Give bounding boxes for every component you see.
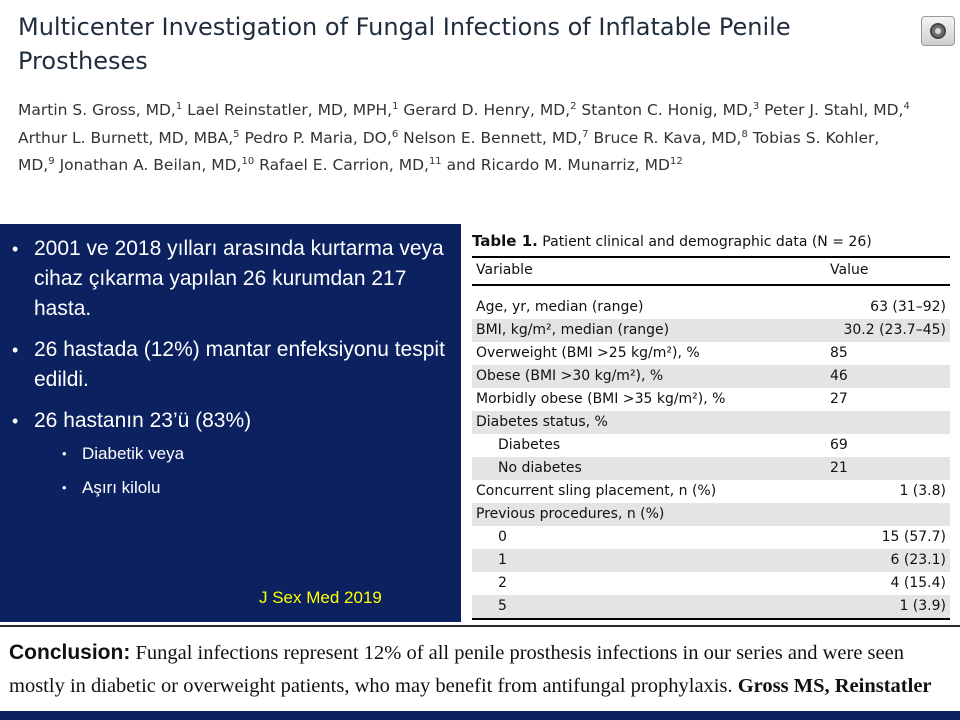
row-variable: Morbidly obese (BMI >35 kg/m²), % [476,391,726,407]
table-row: Age, yr, median (range) 63 (31–92) [472,296,950,319]
row-variable: Diabetes status, % [476,414,608,430]
author: Martin S. Gross, MD, [18,101,176,119]
row-variable: 2 [498,575,507,591]
summary-bullet: 26 hastada (12%) mantar enfeksiyonu tesp… [0,335,461,395]
row-variable: BMI, kg/m², median (range) [476,322,670,338]
author-affiliation: 8 [741,128,748,140]
author: Tobias S. Kohler, MD, [18,128,880,175]
table-row: BMI, kg/m², median (range) 30.2 (23.7–45) [472,319,950,342]
sub-bullet: Aşırı kilolu [34,476,461,500]
author: Jonathan A. Beilan, MD, [59,156,242,174]
table-row: Diabetes 69 [472,434,950,457]
bottom-bar [0,711,960,720]
row-value: 27 [830,391,848,407]
row-value: 46 [830,368,848,384]
author-affiliation: 11 [428,156,442,167]
bullet-text: 26 hastada (12%) mantar enfeksiyonu tesp… [34,338,445,391]
row-value: 85 [830,345,848,361]
sub-bullets: Diabetik veya Aşırı kilolu [34,442,461,500]
author: Lael Reinstatler, MD, MPH, [187,101,393,119]
table-row: 5 1 (3.9) [472,595,950,618]
table-body: Age, yr, median (range) 63 (31–92) BMI, kg… [472,296,950,618]
row-value: 1 (3.8) [899,483,946,499]
table-header-rule [472,284,950,286]
author-affiliation: 2 [570,101,577,112]
table-row: Overweight (BMI >25 kg/m²), % 85 [472,342,950,365]
author-affiliation: 4 [903,101,910,112]
author: Ricardo M. Munarriz, MD [480,156,670,174]
article-title: Multicenter Investigation of Fungal Infe… [18,13,791,75]
row-value: 6 (23.1) [890,552,946,568]
summary-panel: 2001 ve 2018 yılları arasında kurtarma v… [0,224,461,622]
summary-bullets: 2001 ve 2018 yılları arasında kurtarma v… [0,234,461,511]
row-variable: Obese (BMI >30 kg/m²), % [476,368,664,384]
author: and [446,156,476,174]
table-row: 1 6 (23.1) [472,549,950,572]
conclusion-text: Conclusion: Fungal infections represent … [9,636,959,703]
author: Peter J. Stahl, MD, [764,101,904,119]
row-variable: 0 [498,529,507,545]
journal-citation: J Sex Med 2019 [259,588,382,607]
author: Stanton C. Honig, MD, [581,101,753,119]
row-variable: Concurrent sling placement, n (%) [476,483,717,499]
author-list: Martin S. Gross, MD,1 Lael Reinstatler, … [18,97,918,180]
author: Nelson E. Bennett, MD, [403,128,583,147]
conclusion-divider [0,625,960,627]
sub-bullet: Diabetik veya [34,442,461,466]
conclusion-body: Fungal infections represent 12% of all p… [9,642,904,697]
row-variable: 1 [498,552,507,568]
author: Bruce R. Kava, MD, [593,128,742,147]
record-icon[interactable] [921,16,955,46]
table-row: No diabetes 21 [472,457,950,480]
author-affiliation: 3 [752,101,760,112]
author-affiliation: 5 [233,128,240,140]
row-value: 15 (57.7) [881,529,946,545]
conclusion-authors: Gross MS, Reinstatler [737,675,932,697]
author-affiliation: 10 [241,156,255,167]
author-affiliation: 7 [582,128,589,140]
table-top-rule [472,256,950,258]
table-bottom-rule [472,618,950,620]
column-header-variable: Variable [476,262,533,278]
table-caption-text: Patient clinical and demographic data (N… [542,234,872,250]
author: Gerard D. Henry, MD, [403,101,571,119]
row-variable: 5 [498,598,507,614]
bullet-text: 2001 ve 2018 yılları arasında kurtarma v… [34,237,444,320]
row-variable: Overweight (BMI >25 kg/m²), % [476,345,700,361]
bullet-text: 26 hastanın 23’ü (83%) [34,409,252,432]
table-row: Morbidly obese (BMI >35 kg/m²), % 27 [472,388,950,411]
patient-data-table: Table 1. Patient clinical and demographi… [463,224,960,622]
column-header-value: Value [830,262,869,278]
author: Pedro P. Maria, DO, [244,128,392,147]
author-affiliation: 12 [670,156,683,167]
table-number: Table 1. [472,232,538,250]
table-row: 2 4 (15.4) [472,572,950,595]
table-row: Obese (BMI >30 kg/m²), % 46 [472,365,950,388]
table-row: Previous procedures, n (%) [472,503,950,526]
author-affiliation: 6 [391,128,399,140]
row-variable: Previous procedures, n (%) [476,506,665,522]
author-affiliation: 1 [392,101,399,112]
row-variable: Age, yr, median (range) [476,299,644,315]
row-value: 30.2 (23.7–45) [843,322,946,338]
row-value: 1 (3.9) [899,598,946,614]
row-variable: No diabetes [498,460,582,476]
table-row: Concurrent sling placement, n (%) 1 (3.8) [472,480,950,503]
summary-bullet: 26 hastanın 23’ü (83%) Diabetik veya Aşırı… [0,406,461,500]
row-variable: Diabetes [498,437,561,453]
author: Rafael E. Carrion, MD, [259,156,429,174]
table-row: Diabetes status, % [472,411,950,434]
table-caption: Table 1. Patient clinical and demographi… [472,232,872,250]
author-affiliation: 1 [175,101,183,112]
row-value: 69 [830,437,848,453]
conclusion-label: Conclusion: [9,641,131,664]
author-affiliation: 9 [48,156,55,167]
summary-bullet: 2001 ve 2018 yılları arasında kurtarma v… [0,234,461,324]
row-value: 21 [830,460,848,476]
row-value: 4 (15.4) [890,575,946,591]
row-value: 63 (31–92) [870,299,946,315]
table-row: 0 15 (57.7) [472,526,950,549]
author: Arthur L. Burnett, MD, MBA, [18,128,234,147]
